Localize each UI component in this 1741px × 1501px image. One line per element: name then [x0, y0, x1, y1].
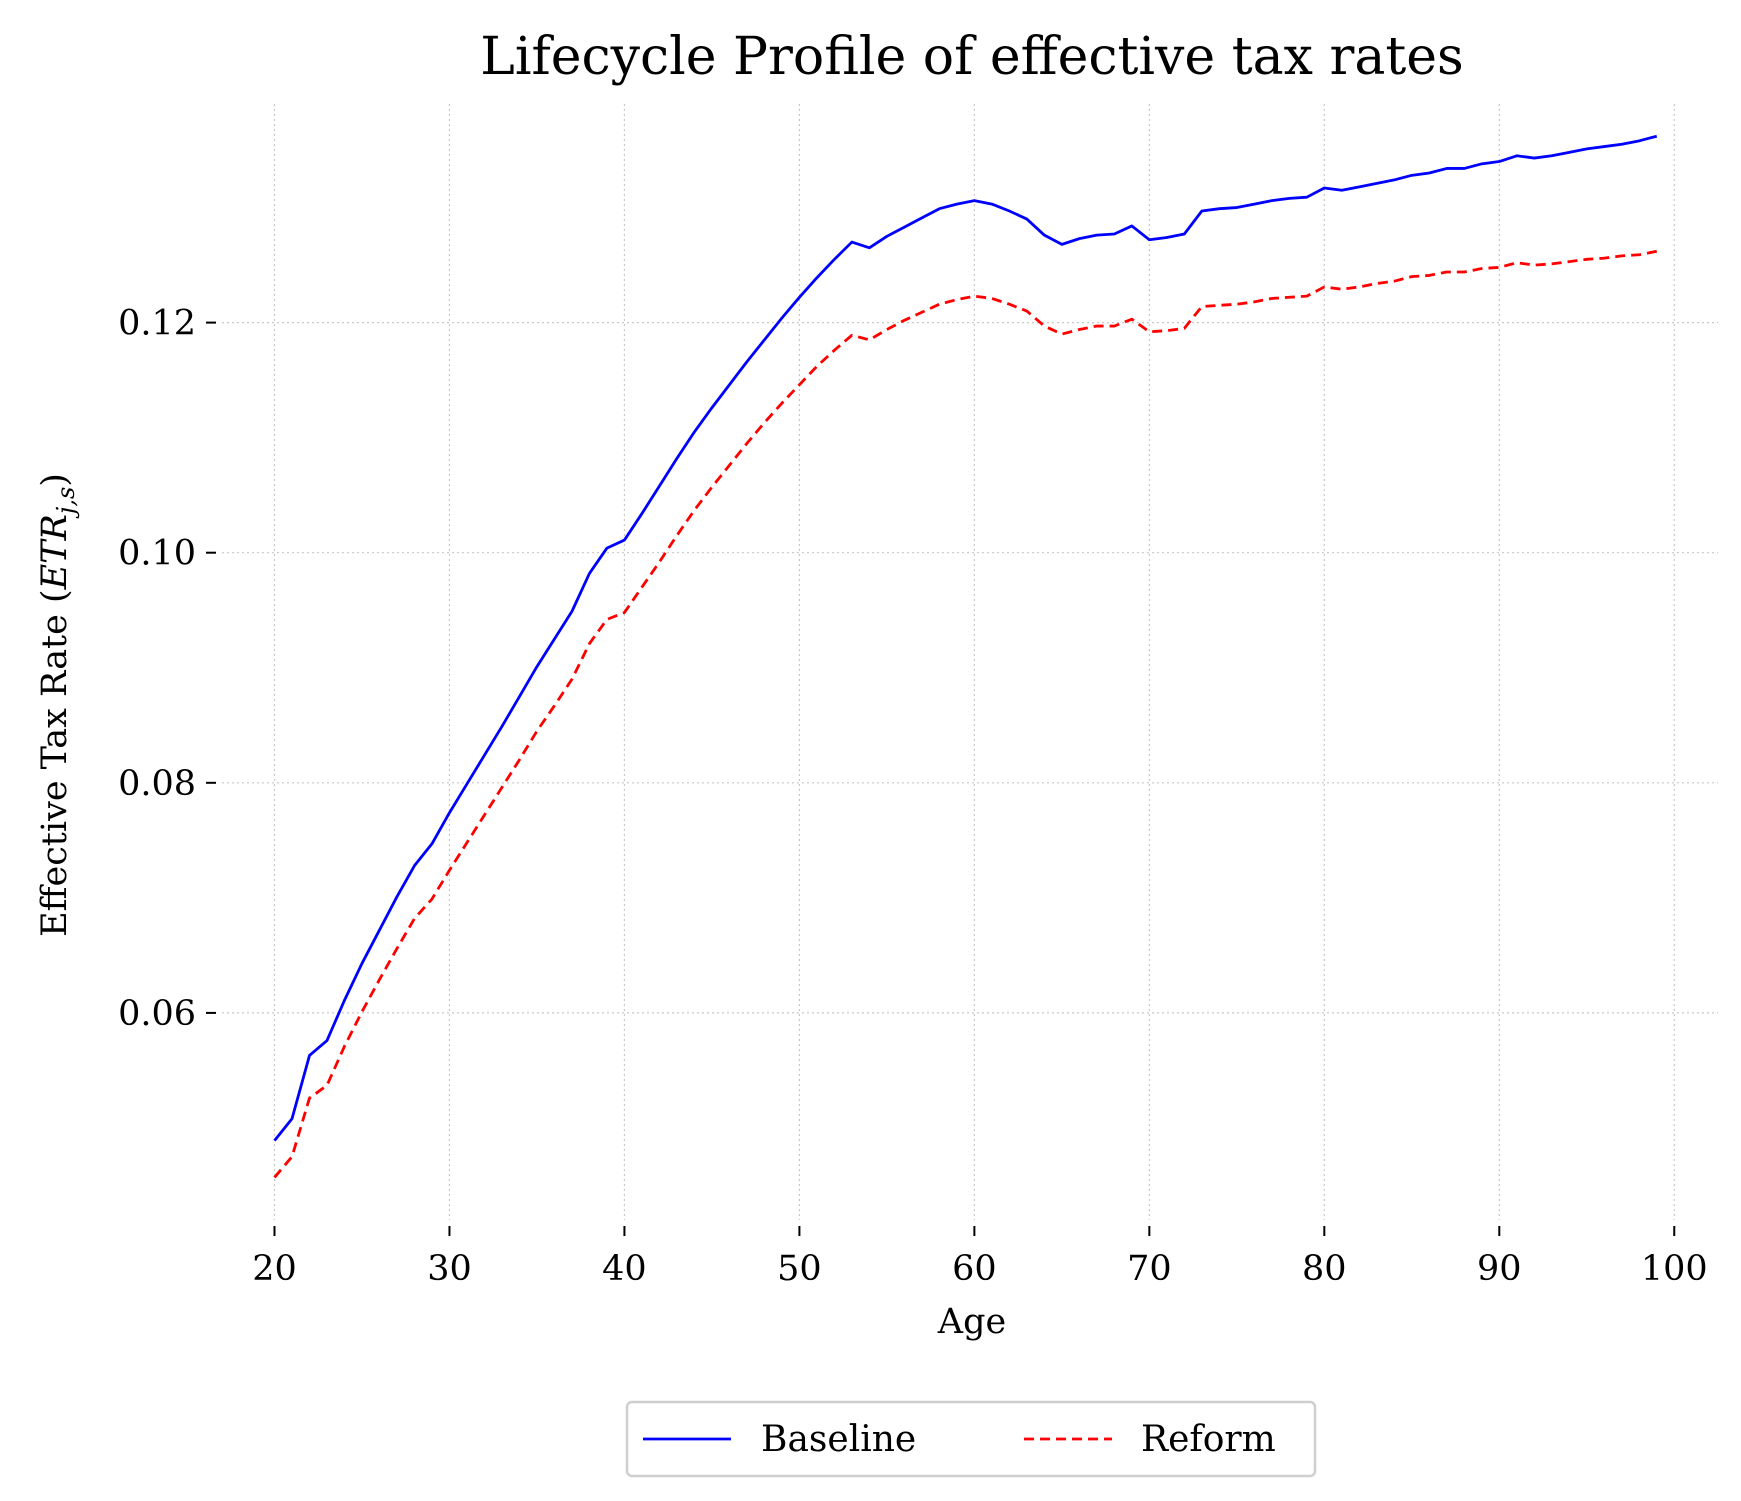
x-tick-label: 60 — [952, 1249, 997, 1289]
x-axis: 20 30 40 50 60 70 80 90 100 — [252, 1226, 1708, 1289]
y-tick-label: 0.06 — [118, 994, 196, 1034]
y-axis-label-text: Effective Tax Rate ( — [35, 589, 75, 937]
y-tick-label: 0.12 — [118, 304, 196, 344]
y-tick-label: 0.08 — [118, 764, 196, 804]
x-tick-label: 80 — [1302, 1249, 1347, 1289]
x-tick-label: 20 — [252, 1249, 297, 1289]
y-axis-label-subscript: j,s — [52, 487, 80, 519]
series-line-baseline — [273, 134, 1658, 1142]
y-tick-label: 0.10 — [118, 534, 196, 574]
y-axis-label-math: ETR — [35, 514, 75, 590]
legend: Baseline Reform — [625, 1400, 1317, 1478]
x-tick-label: 50 — [777, 1249, 822, 1289]
legend-box — [625, 1400, 1317, 1478]
legend-label-reform: Reform — [1141, 1419, 1276, 1460]
x-tick-label: 100 — [1641, 1249, 1708, 1289]
chart-title: Lifecycle Profile of effective tax rates — [480, 27, 1463, 87]
x-tick-label: 70 — [1127, 1249, 1172, 1289]
y-axis-label: Effective Tax Rate (ETRj,s) — [35, 473, 80, 937]
x-tick-label: 90 — [1477, 1249, 1522, 1289]
y-axis-label-close: ) — [35, 473, 75, 487]
y-axis: 0.06 0.08 0.10 0.12 — [118, 304, 216, 1034]
plot-lines — [273, 134, 1658, 1179]
x-axis-label: Age — [937, 1302, 1006, 1342]
x-tick-label: 40 — [602, 1249, 647, 1289]
legend-label-baseline: Baseline — [761, 1419, 916, 1460]
grid — [222, 104, 1718, 1220]
x-tick-label: 30 — [427, 1249, 472, 1289]
series-line-reform — [273, 249, 1658, 1179]
